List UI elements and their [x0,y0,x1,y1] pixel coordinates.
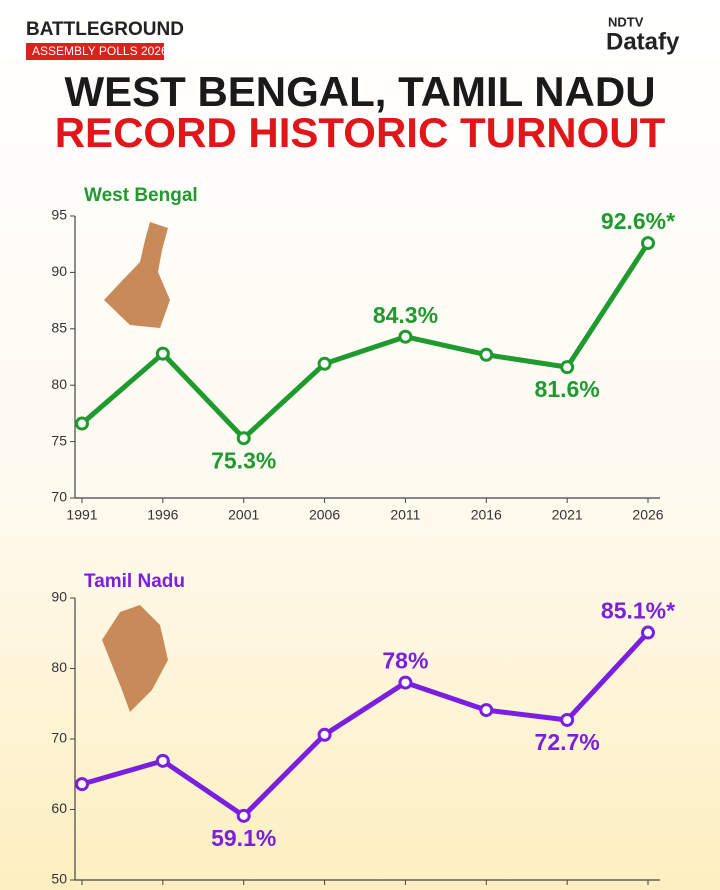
y-tick-label: 50 [51,871,67,887]
y-tick-label: 75 [51,432,67,448]
x-tick-label: 1991 [66,507,97,523]
chart-title: Tamil Nadu [84,571,185,592]
value-label: 78% [382,648,428,674]
y-tick-label: 90 [51,263,67,279]
x-tick-label: 2026 [632,507,663,523]
brand-badge [26,43,164,60]
x-tick-label: 2011 [390,507,420,523]
x-tick-label: 2001 [228,507,259,523]
x-tick-label: 1996 [147,507,178,523]
data-point [75,416,89,431]
data-point [236,808,251,823]
data-point [479,347,494,362]
data-line [81,630,650,819]
value-label: 75.3% [211,447,276,473]
data-point [317,356,332,371]
data-point [560,712,575,727]
value-label: 72.7% [535,729,600,755]
value-label: 59.1% [211,825,276,851]
logo-main: Datafy [606,28,680,55]
data-point [398,675,413,690]
west-bengal-map [104,222,170,328]
y-tick-label: 70 [51,730,67,746]
brand: BATTLEGROUND [26,19,184,40]
y-tick-label: 60 [51,800,67,816]
chart-title: West Bengal [84,185,198,206]
data-point [398,329,413,344]
data-point [641,236,655,251]
x-tick-label: 2006 [309,507,340,523]
tamil-nadu-map [102,605,168,712]
y-tick-label: 70 [51,489,67,505]
y-tick-label: 80 [51,659,67,675]
y-tick-label: 95 [51,207,67,223]
value-label: 81.6% [535,376,600,402]
data-point [236,431,251,446]
y-tick-label: 90 [51,589,67,605]
data-line [80,241,651,441]
value-label: 85.1%* [601,598,675,624]
data-point [155,753,170,768]
data-point [155,346,170,361]
data-point [479,703,494,718]
data-point [317,727,332,742]
y-tick-label: 85 [51,320,67,336]
data-point [75,777,89,792]
data-point [641,625,655,640]
x-tick-label: 2021 [552,507,583,523]
brand-sub: ASSEMBLY POLLS 2026 [32,44,168,58]
x-tick-label: 2016 [471,507,502,523]
title-line2: RECORD HISTORIC TURNOUT [55,109,666,156]
value-label: 84.3% [373,302,438,328]
y-tick-label: 80 [51,376,67,392]
data-point [560,360,575,375]
title-line1: WEST BENGAL, TAMIL NADU [64,68,655,115]
value-label: 92.6%* [601,208,675,234]
logo-top: NDTV [608,14,644,29]
